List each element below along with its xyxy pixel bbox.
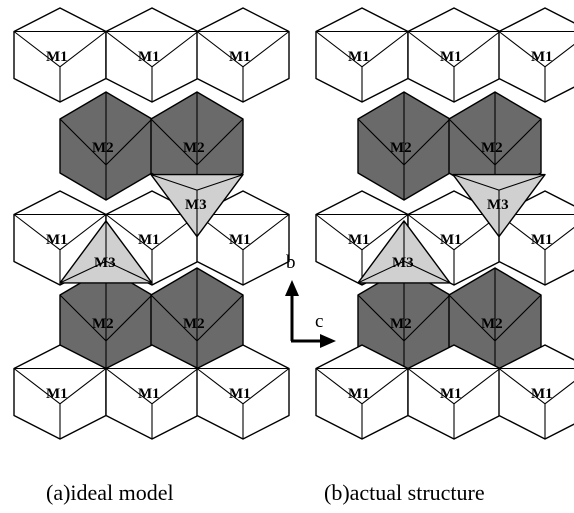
m1-label: M1 — [348, 49, 370, 65]
m2-label: M2 — [183, 316, 205, 332]
caption-actual-structure: (b)actual structure — [324, 480, 485, 505]
m3-label: M3 — [392, 255, 414, 271]
m1-octahedron: M1 — [196, 7, 290, 103]
m1-octahedron: M1 — [407, 7, 501, 103]
m1-label: M1 — [348, 386, 370, 402]
panel-actual-structure: M1 M1 M1 M2 M2 M1 M1 M1 M2 M2 M1 M1 M1 M3 M3 — [315, 7, 574, 440]
m1-octahedron: M1 — [196, 344, 290, 440]
m1-octahedron: M1 — [105, 7, 199, 103]
caption-ideal-model: (a)ideal model — [46, 480, 174, 505]
m3-label: M3 — [185, 197, 207, 213]
m1-octahedron: M1 — [196, 190, 290, 286]
m1-label: M1 — [138, 386, 160, 402]
m3-tetrahedron: M3 — [357, 220, 451, 284]
m2-octahedron: M2 — [59, 267, 153, 377]
m1-octahedron: M1 — [498, 190, 574, 286]
m3-label: M3 — [94, 255, 116, 271]
m2-octahedron: M2 — [357, 91, 451, 201]
panel-ideal-model: M1 M1 M1 M2 M2 M1 M1 M1 M2 M2 M1 M1 M1 M3 M3 — [13, 7, 290, 440]
m1-octahedron: M1 — [13, 7, 107, 103]
m1-label: M1 — [440, 49, 462, 65]
m1-octahedron: M1 — [498, 7, 574, 103]
m1-label: M1 — [440, 386, 462, 402]
m1-label: M1 — [531, 386, 553, 402]
m2-label: M2 — [92, 316, 114, 332]
m1-label: M1 — [440, 232, 462, 248]
m2-label: M2 — [390, 140, 412, 156]
m1-label: M1 — [229, 49, 251, 65]
m1-label: M1 — [46, 49, 68, 65]
m1-label: M1 — [229, 232, 251, 248]
m1-octahedron: M1 — [105, 344, 199, 440]
m2-label: M2 — [183, 140, 205, 156]
m2-label: M2 — [481, 316, 503, 332]
m1-label: M1 — [46, 386, 68, 402]
m1-label: M1 — [138, 49, 160, 65]
m2-octahedron: M2 — [150, 91, 244, 201]
m3-label: M3 — [487, 197, 509, 213]
m1-label: M1 — [348, 232, 370, 248]
m1-label: M1 — [138, 232, 160, 248]
m2-label: M2 — [92, 140, 114, 156]
c-axis-label: c — [315, 311, 323, 332]
m1-octahedron: M1 — [498, 344, 574, 440]
c-axis-arrowhead — [320, 334, 336, 348]
m3-tetrahedron: M3 — [150, 173, 244, 238]
axis-indicator: b c — [285, 252, 336, 348]
m1-label: M1 — [46, 232, 68, 248]
m3-tetrahedron: M3 — [59, 220, 153, 284]
b-axis-label: b — [286, 252, 296, 273]
m2-octahedron: M2 — [59, 91, 153, 201]
m2-octahedron: M2 — [448, 91, 542, 201]
m2-label: M2 — [481, 140, 503, 156]
m3-tetrahedron: M3 — [452, 173, 546, 238]
m1-label: M1 — [531, 232, 553, 248]
m1-octahedron: M1 — [315, 7, 409, 103]
m1-label: M1 — [531, 49, 553, 65]
b-axis-arrowhead — [285, 280, 299, 296]
m2-label: M2 — [390, 316, 412, 332]
m1-label: M1 — [229, 386, 251, 402]
